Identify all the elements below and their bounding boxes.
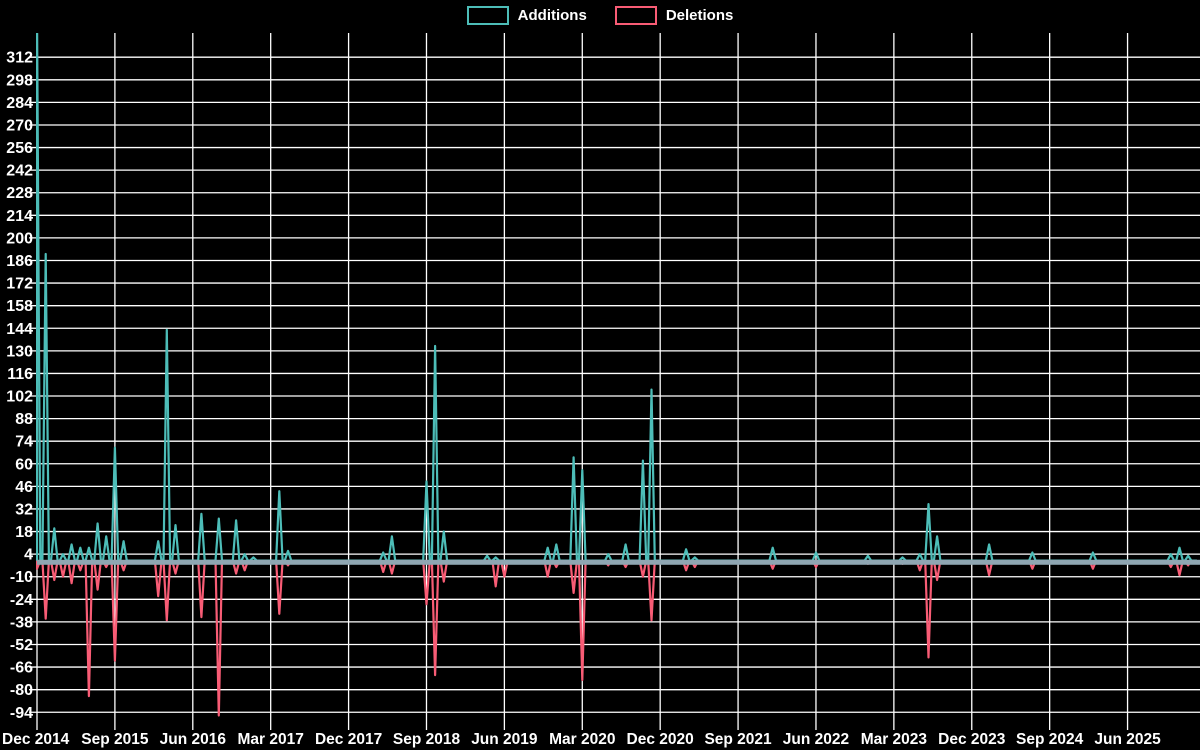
x-tick-label: Jun 2016 (160, 731, 227, 748)
y-tick-label: 144 (6, 321, 33, 338)
x-tick-label: Sep 2018 (393, 731, 461, 748)
y-tick-label: 214 (6, 208, 33, 225)
y-tick-label: 74 (15, 434, 33, 451)
y-tick-label: 256 (6, 140, 33, 157)
y-tick-label: 172 (6, 276, 33, 293)
additions-swatch-icon (466, 6, 509, 25)
y-tick-label: 46 (15, 479, 33, 496)
x-tick-label: Sep 2024 (1016, 731, 1084, 748)
y-tick-label: 242 (6, 163, 33, 180)
y-tick-label: 18 (15, 524, 33, 541)
x-tick-label: Dec 2017 (315, 731, 382, 748)
chart-legend: Additions Deletions (0, 6, 1200, 25)
y-tick-label: 88 (15, 411, 33, 428)
y-tick-label: 130 (6, 343, 33, 360)
x-tick-label: Mar 2020 (549, 731, 615, 748)
additions-line (36, 33, 1197, 562)
x-tick-label: Dec 2023 (938, 731, 1006, 748)
y-tick-label: 4 (24, 547, 33, 564)
y-tick-label: 284 (6, 95, 33, 112)
x-tick-label: Mar 2023 (861, 731, 928, 748)
legend-item-deletions[interactable]: Deletions (614, 6, 734, 25)
y-tick-label: 228 (6, 185, 33, 202)
x-tick-label: Jun 2019 (471, 731, 538, 748)
x-tick-label: Jun 2022 (783, 731, 849, 748)
y-tick-label: 158 (6, 298, 33, 315)
legend-label-additions: Additions (517, 7, 587, 24)
vertical-gridlines (36, 33, 1129, 730)
y-tick-label: -10 (10, 569, 33, 586)
horizontal-gridlines (29, 56, 1200, 713)
y-tick-label: -66 (10, 660, 33, 677)
x-tick-label: Mar 2017 (238, 731, 304, 748)
deletions-swatch-icon (614, 6, 657, 25)
legend-label-deletions: Deletions (665, 7, 734, 24)
y-tick-label: 200 (6, 230, 33, 247)
x-tick-label: Jun 2025 (1094, 731, 1161, 748)
legend-item-additions[interactable]: Additions (466, 6, 587, 25)
x-axis-labels: Dec 2014 Sep 2015 Jun 2016 Mar 2017 Dec 2017… (2, 731, 1161, 748)
zero-baseline (37, 559, 1200, 565)
y-tick-label: 186 (6, 253, 33, 270)
deletions-line (36, 559, 1197, 717)
y-tick-label: 298 (6, 72, 33, 89)
y-tick-label: -94 (10, 705, 33, 722)
y-tick-label: 312 (6, 50, 33, 67)
y-axis-labels: 312 298 284 270 256 242 228 214 200 186 172 158 144 1… (6, 50, 33, 722)
y-tick-label: 60 (15, 456, 33, 473)
y-tick-label: -38 (10, 614, 33, 631)
y-tick-label: 102 (6, 389, 33, 406)
y-tick-label: 32 (15, 501, 33, 518)
y-tick-label: 116 (7, 366, 33, 383)
y-tick-label: 270 (6, 117, 33, 134)
x-tick-label: Dec 2020 (627, 731, 694, 748)
x-tick-label: Sep 2021 (704, 731, 772, 748)
y-tick-label: -24 (10, 592, 33, 609)
y-tick-label: -80 (10, 682, 33, 699)
x-tick-label: Dec 2014 (2, 731, 70, 748)
x-tick-label: Sep 2015 (81, 731, 149, 748)
y-tick-label: -52 (10, 637, 33, 654)
